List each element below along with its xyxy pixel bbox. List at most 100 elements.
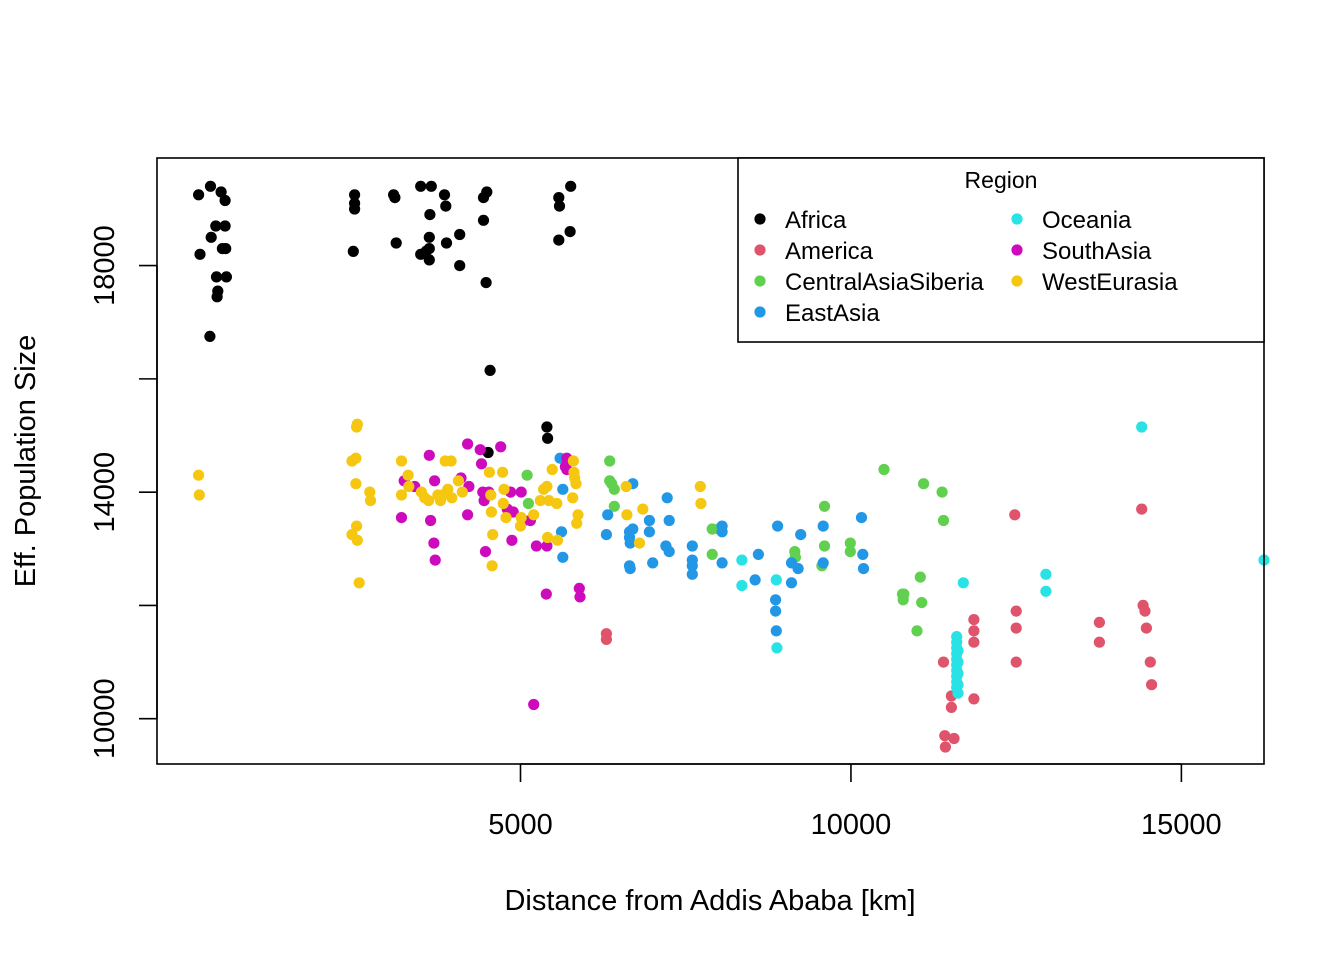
data-point	[633, 537, 646, 549]
data-point	[574, 591, 586, 603]
data-point	[193, 469, 205, 481]
data-point	[1040, 568, 1052, 580]
data-point	[487, 529, 499, 541]
data-point	[643, 526, 656, 538]
data-point	[497, 497, 509, 510]
data-point	[446, 492, 458, 504]
legend: Region Africa America CentralAsiaSiberia Ea…	[737, 157, 1265, 343]
data-point	[541, 421, 553, 433]
data-point	[600, 633, 613, 646]
data-point	[542, 531, 554, 544]
data-point	[389, 192, 401, 204]
data-point	[608, 500, 620, 512]
data-point	[530, 540, 543, 552]
data-point	[440, 200, 452, 212]
legend-label: SouthAsia	[1042, 238, 1152, 265]
legend-marker	[1011, 275, 1023, 287]
legend-label: Oceania	[1042, 207, 1132, 234]
data-point	[620, 480, 632, 493]
data-point	[795, 529, 807, 541]
data-point	[514, 520, 527, 532]
data-point	[939, 730, 951, 742]
data-point	[553, 234, 565, 246]
data-point	[817, 520, 829, 532]
x-tick-label: 10000	[811, 809, 892, 841]
data-point	[686, 560, 698, 572]
data-point	[570, 478, 582, 490]
data-point	[716, 526, 728, 538]
data-point	[948, 732, 960, 745]
data-point	[546, 463, 558, 476]
legend-marker	[754, 306, 766, 318]
data-point	[957, 577, 969, 589]
data-point	[952, 679, 964, 691]
data-point	[205, 231, 217, 243]
data-point	[541, 480, 553, 493]
data-point	[1040, 585, 1052, 597]
data-point	[500, 511, 512, 524]
data-point	[553, 200, 566, 212]
legend-title: Region	[965, 167, 1038, 193]
data-point	[1093, 636, 1105, 648]
data-point	[534, 495, 546, 507]
data-point	[752, 548, 765, 561]
legend-label: EastAsia	[785, 300, 880, 327]
data-point	[220, 271, 232, 283]
data-point	[914, 571, 926, 583]
data-point	[429, 554, 441, 566]
data-point	[497, 466, 509, 478]
y-axis-label: Eff. Population Size	[10, 335, 42, 588]
data-point	[572, 509, 584, 521]
data-point	[350, 452, 362, 464]
data-point	[474, 444, 486, 456]
data-point	[1144, 656, 1156, 668]
data-point	[952, 656, 964, 668]
data-point	[564, 226, 576, 238]
data-point	[565, 180, 577, 192]
data-point	[204, 180, 217, 192]
data-point	[480, 277, 492, 289]
data-point	[415, 180, 427, 192]
data-point	[428, 537, 440, 549]
data-point	[624, 537, 636, 549]
legend-label: CentralAsiaSiberia	[785, 269, 984, 296]
data-point	[770, 605, 782, 617]
data-point	[477, 214, 490, 226]
data-point	[515, 511, 527, 524]
data-point	[736, 580, 748, 592]
data-point	[936, 486, 948, 498]
legend-label: Africa	[785, 207, 847, 234]
points-layer	[193, 180, 1270, 753]
data-point	[212, 285, 224, 297]
data-point	[818, 500, 831, 512]
data-point	[602, 509, 614, 521]
data-point	[968, 636, 980, 648]
data-point	[475, 458, 488, 470]
data-point	[403, 480, 415, 493]
data-point	[716, 557, 728, 569]
data-point	[771, 642, 783, 654]
data-point	[484, 364, 496, 376]
data-point	[555, 526, 568, 538]
data-point	[528, 509, 540, 521]
legend-marker	[1011, 213, 1023, 225]
data-point	[204, 330, 216, 342]
data-point	[481, 186, 493, 198]
data-point	[916, 597, 928, 609]
data-point	[445, 455, 457, 467]
data-point	[945, 701, 958, 714]
data-point	[663, 546, 675, 558]
data-point	[1139, 605, 1151, 617]
data-point	[462, 438, 474, 450]
data-point	[608, 483, 620, 495]
data-point	[542, 432, 554, 444]
data-point	[442, 483, 454, 495]
data-point	[952, 667, 964, 680]
data-point	[351, 418, 363, 430]
data-point	[353, 577, 365, 589]
data-point	[1146, 679, 1158, 691]
data-point	[770, 574, 782, 586]
data-point	[749, 574, 761, 586]
data-point	[429, 475, 441, 487]
